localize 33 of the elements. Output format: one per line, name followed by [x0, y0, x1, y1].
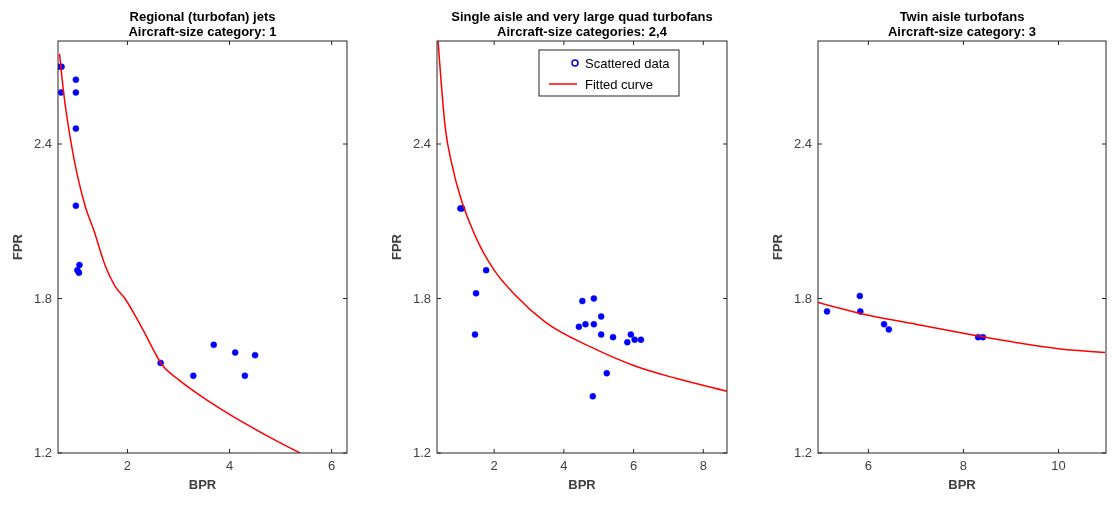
x-axis-title: BPR — [188, 477, 217, 492]
x-tick-label: 10 — [1051, 458, 1066, 473]
chart-subtitle: Aircraft-size category: 1 — [128, 24, 277, 39]
y-tick-label: 1.8 — [793, 290, 812, 306]
legend-label: Scattered data — [585, 56, 671, 71]
chart-title: Single aisle and very large quad turbofans — [451, 9, 713, 24]
y-axis-title: FPR — [770, 233, 785, 260]
x-tick-label: 6 — [328, 458, 336, 473]
x-axis-title: BPR — [568, 477, 597, 492]
y-tick-label: 1.8 — [412, 290, 431, 306]
x-tick-label: 8 — [959, 458, 968, 473]
y-tick-label: 1.2 — [412, 445, 431, 460]
legend-label: Fitted curve — [585, 77, 653, 92]
x-tick-label: 4 — [560, 458, 568, 473]
x-tick-label: 6 — [864, 458, 872, 473]
y-axis-title: FPR — [389, 233, 404, 260]
y-tick-label: 2.4 — [412, 136, 431, 151]
y-tick-label: 2.4 — [793, 136, 812, 151]
y-tick-label: 1.8 — [33, 290, 52, 306]
x-tick-label: 2 — [490, 458, 498, 473]
chart-subtitle: Aircraft-size categories: 2,4 — [497, 24, 668, 39]
x-tick-label: 2 — [123, 458, 132, 473]
x-tick-label: 4 — [225, 458, 234, 473]
y-tick-label: 2.4 — [33, 136, 52, 151]
x-tick-label: 6 — [629, 458, 638, 473]
chart-subtitle: Aircraft-size category: 3 — [887, 24, 1037, 39]
x-tick-label: 8 — [699, 458, 707, 473]
chart-title: Regional (turbofan) jets — [129, 9, 276, 24]
chart-title: Twin aisle turbofans — [899, 9, 1025, 24]
x-axis-title: BPR — [948, 477, 977, 492]
y-tick-label: 1.2 — [33, 445, 52, 460]
y-tick-label: 1.2 — [793, 445, 812, 460]
y-axis-title: FPR — [10, 233, 25, 260]
